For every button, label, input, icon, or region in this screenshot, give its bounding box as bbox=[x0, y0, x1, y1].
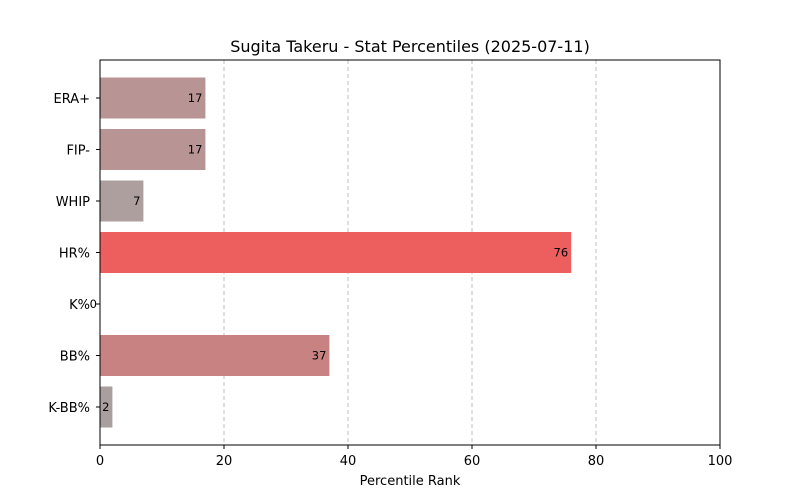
bar bbox=[100, 129, 206, 170]
data-label: 76 bbox=[554, 246, 569, 260]
y-tick-label: K-BB% bbox=[48, 401, 90, 416]
y-tick-label: WHIP bbox=[56, 195, 90, 210]
x-tick-label: 20 bbox=[216, 454, 233, 469]
data-label: 37 bbox=[312, 349, 327, 363]
x-tick-label: 80 bbox=[588, 454, 605, 469]
x-axis-label: Percentile Rank bbox=[360, 474, 461, 489]
y-tick-label: K% bbox=[69, 298, 90, 313]
data-label: 0 bbox=[90, 297, 97, 311]
x-tick-label: 40 bbox=[340, 454, 357, 469]
bar bbox=[100, 335, 330, 376]
data-label: 17 bbox=[188, 143, 203, 157]
y-tick-label: HR% bbox=[59, 247, 90, 262]
data-label: 2 bbox=[102, 400, 109, 414]
chart-title: Sugita Takeru - Stat Percentiles (2025-0… bbox=[230, 37, 590, 56]
data-labels: 17 17 7 76 0 37 2 bbox=[90, 91, 569, 414]
data-label: 17 bbox=[188, 91, 203, 105]
bar bbox=[100, 180, 144, 222]
y-tick-label: BB% bbox=[60, 350, 90, 365]
data-label: 7 bbox=[133, 194, 140, 208]
bars bbox=[100, 77, 572, 428]
x-axis-ticks: 0 20 40 60 80 100 bbox=[96, 445, 733, 469]
y-tick-label: FIP- bbox=[66, 144, 90, 159]
x-tick-label: 0 bbox=[96, 454, 104, 469]
bar bbox=[100, 77, 206, 119]
y-tick-label: ERA+ bbox=[53, 92, 90, 107]
x-tick-label: 100 bbox=[708, 454, 733, 469]
y-axis-ticks: ERA+ FIP- WHIP HR% K% BB% K-BB% bbox=[48, 92, 100, 416]
x-tick-label: 60 bbox=[464, 454, 481, 469]
bar bbox=[100, 386, 113, 428]
bar bbox=[100, 232, 572, 273]
